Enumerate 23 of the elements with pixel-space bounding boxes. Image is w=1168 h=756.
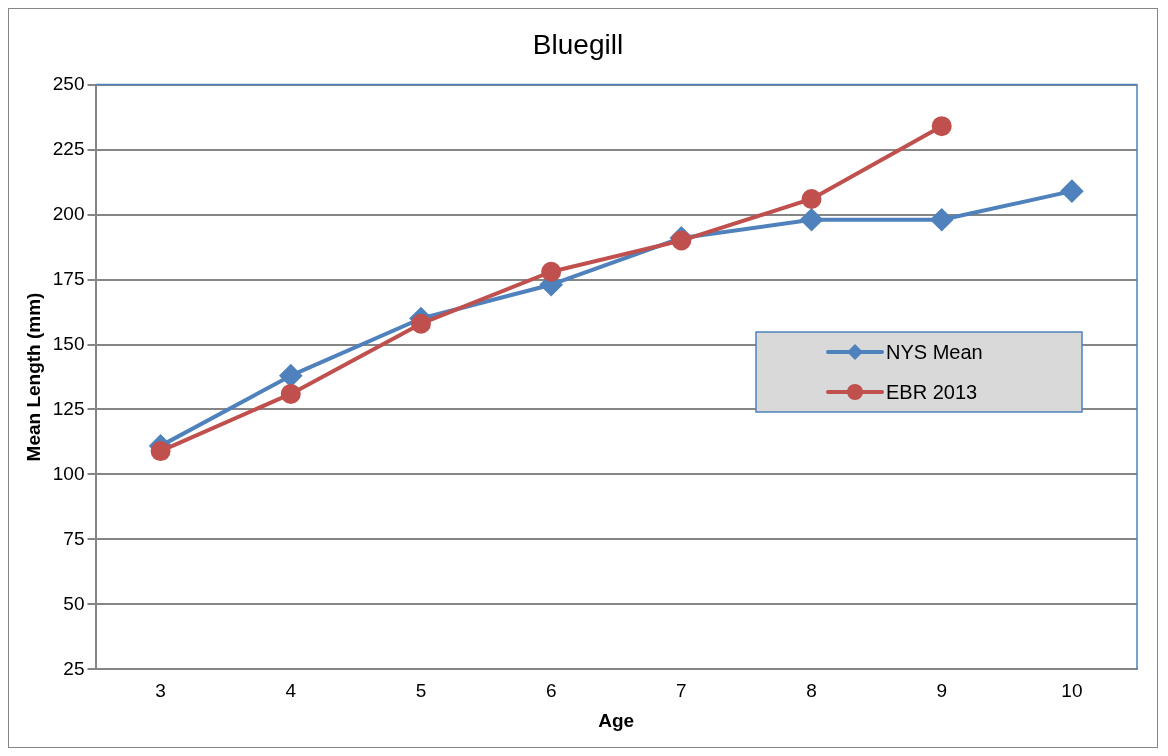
y-tick-label: 225 — [52, 137, 85, 159]
x-tick-label: 5 — [415, 680, 427, 702]
x-tick-label: 9 — [936, 680, 948, 702]
x-tick-label: 10 — [1061, 680, 1083, 702]
legend-label: NYS Mean — [886, 340, 983, 363]
y-tick-label: 150 — [52, 332, 85, 354]
y-axis-title: Mean Length (mm) — [22, 292, 44, 462]
y-tick-label: 175 — [52, 267, 85, 289]
y-tick-label: 75 — [63, 527, 85, 549]
x-tick-label: 8 — [806, 680, 817, 702]
x-tick-label: 6 — [545, 680, 557, 702]
x-tick-label: 4 — [285, 680, 297, 702]
y-tick-label: 200 — [52, 202, 85, 224]
y-tick-label: 125 — [52, 397, 85, 419]
x-axis-title: Age — [598, 709, 635, 731]
legend-label: EBR 2013 — [886, 380, 978, 403]
x-tick-label: 3 — [155, 680, 166, 702]
y-tick-label: 25 — [63, 657, 85, 679]
y-tick-label: 250 — [52, 72, 85, 94]
y-tick-label: 100 — [52, 462, 85, 484]
chart-title: Bluegill — [532, 28, 624, 60]
x-tick-label: 7 — [676, 680, 687, 702]
y-tick-label: 50 — [63, 592, 85, 614]
